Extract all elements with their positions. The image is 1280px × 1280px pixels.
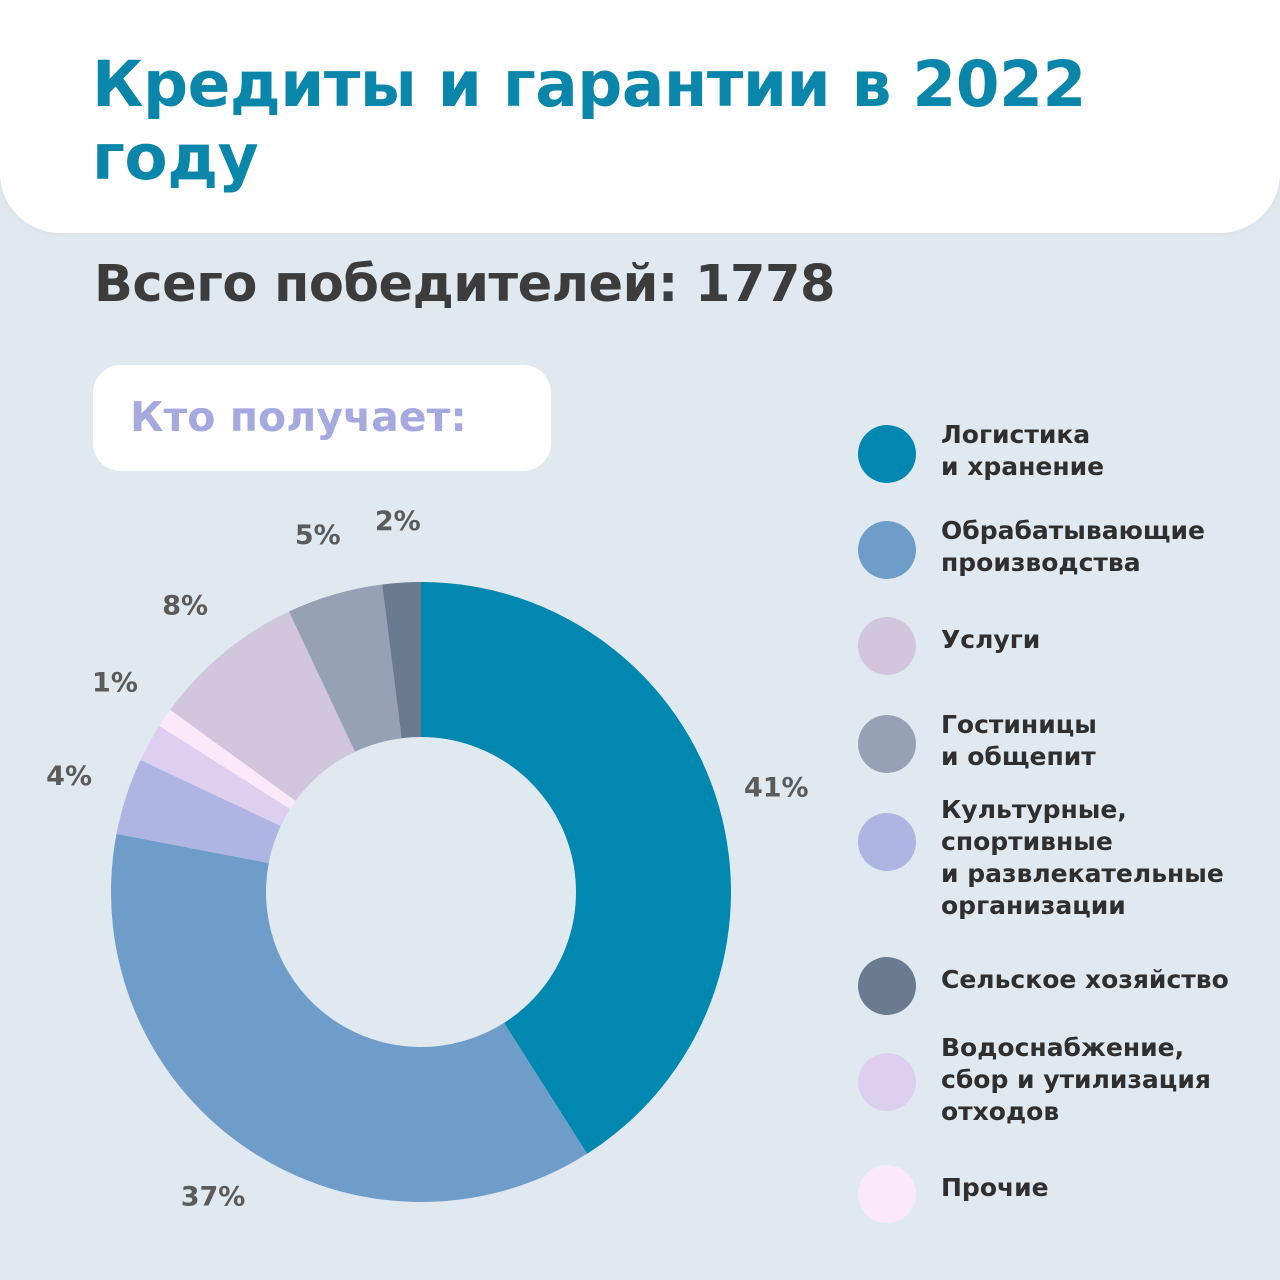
legend-label: Обрабатывающие производства: [941, 516, 1206, 577]
data-label-обрабатывающие-производства: 37%: [181, 1182, 246, 1213]
data-label-прочие: 1%: [92, 668, 138, 699]
total-winners-subtitle: Всего победителей: 1778: [94, 255, 835, 314]
page-title: Кредиты и гарантии в 2022 году: [92, 48, 1086, 194]
donut-segment-логистика-и-хранение: [421, 582, 732, 1154]
legend-swatch: [858, 1053, 916, 1111]
data-label-гостиницы-и-общепит: 5%: [295, 520, 341, 551]
legend-label: Сельское хозяйство: [941, 965, 1229, 994]
legend-swatch: [858, 813, 916, 871]
donut-segments: [110, 582, 732, 1202]
donut-segment-услуги: [170, 611, 356, 801]
legend-swatch: [858, 521, 916, 579]
legend-swatch: [858, 617, 916, 675]
section-pill: [93, 365, 551, 471]
legend-label: Прочие: [941, 1173, 1049, 1202]
donut-segment-сельское-хозяйство: [382, 582, 421, 739]
legend-swatch: [858, 1165, 916, 1223]
data-label-логистика-и-хранение: 41%: [744, 772, 809, 803]
legend-label: Услуги: [941, 625, 1041, 654]
data-label-услуги: 8%: [162, 590, 208, 621]
donut-segment-обрабатывающие-производства: [110, 833, 588, 1202]
legend-label: Культурные, спортивные и развлекательные…: [941, 795, 1224, 920]
header-card: [0, 0, 1280, 233]
legend-swatch: [858, 957, 916, 1015]
donut-segment-водоснабжение-сбор-и-утилизация-отходов: [140, 725, 291, 827]
donut-segment-культурные-спортивные-и-развлекательные-организации: [116, 760, 281, 863]
legend-swatch: [858, 425, 916, 483]
donut-segment-гостиницы-и-общепит: [289, 584, 402, 752]
legend-label: Логистика и хранение: [941, 420, 1105, 481]
legend-swatch: [858, 715, 916, 773]
donut-chart: 41% 37% 4% 1% 8% 5% 2%: [46, 506, 808, 1212]
donut-segment-прочие: [159, 709, 296, 809]
legend-label: Гостиницы и общепит: [941, 710, 1097, 771]
data-label-культурные-спортивные-и-развлекательные-организации: 4%: [46, 761, 92, 792]
donut-labels: 41% 37% 4% 1% 8% 5% 2%: [46, 506, 808, 1212]
data-label-сельское-хозяйство: 2%: [375, 506, 421, 537]
legend-label: Водоснабжение, сбор и утилизация отходов: [941, 1033, 1211, 1126]
section-label: Кто получает:: [130, 393, 467, 441]
